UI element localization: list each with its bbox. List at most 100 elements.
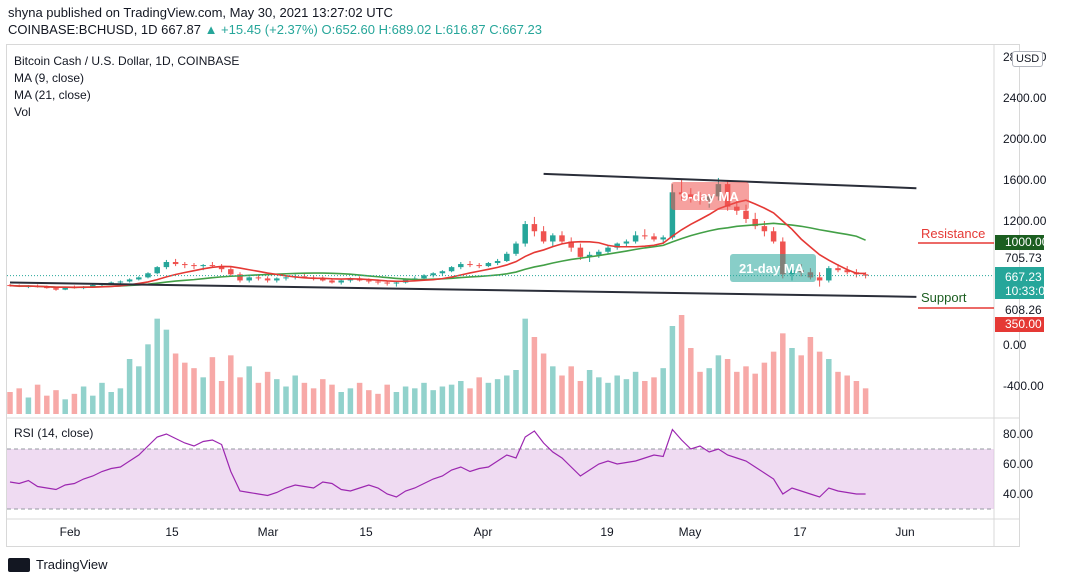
volume-bar: [347, 388, 354, 414]
volume-bar: [715, 355, 722, 414]
volume-bar: [126, 359, 133, 414]
candle-body: [586, 254, 593, 257]
volume-bar: [770, 351, 777, 414]
volume-bar: [596, 377, 602, 414]
volume-bar: [780, 333, 786, 414]
candle-body: [770, 231, 777, 242]
candle-body: [200, 265, 206, 267]
volume-bar: [688, 348, 694, 414]
legend-volume[interactable]: Vol: [14, 105, 31, 119]
candle-body: [513, 243, 519, 254]
volume-bar: [191, 368, 197, 414]
price-tick-label: -400.00: [1003, 379, 1044, 393]
support-price-tag-bg: [995, 317, 1044, 332]
candle-body: [384, 282, 390, 284]
volume-bar: [80, 386, 87, 414]
volume-bar: [531, 337, 538, 414]
volume-bar: [108, 392, 114, 414]
volume-bar: [117, 388, 124, 414]
volume-bar: [734, 371, 740, 414]
volume-bar: [53, 390, 59, 414]
volume-bar: [807, 337, 814, 414]
candle-body: [596, 251, 602, 255]
volume-bar: [568, 366, 574, 414]
candle-body: [274, 278, 280, 281]
volume-bar: [476, 377, 482, 414]
candle-body: [458, 264, 464, 268]
nine-day-label: 9-day MA: [681, 189, 739, 204]
volume-bar: [25, 397, 32, 414]
legend-title: Bitcoin Cash / U.S. Dollar, 1D, COINBASE: [14, 54, 240, 68]
time-tick-label: Mar: [258, 525, 279, 539]
volume-bar: [816, 351, 823, 414]
legend-ma21[interactable]: MA (21, close): [14, 88, 91, 102]
candle-body: [752, 218, 758, 227]
volume-bar: [200, 377, 206, 414]
legend-ma9[interactable]: MA (9, close): [14, 71, 85, 85]
volume-bar: [862, 388, 869, 414]
currency-badge[interactable]: USD: [1012, 51, 1044, 67]
time-tick-label: 19: [600, 525, 614, 539]
volume-bar: [163, 329, 170, 414]
candle-body: [540, 231, 547, 242]
chart-legend: Bitcoin Cash / U.S. Dollar, 1D, COINBASE…: [14, 53, 239, 121]
candle-body: [421, 275, 427, 279]
candle-body: [816, 277, 823, 281]
volume-bar: [550, 366, 556, 414]
volume-bar: [522, 318, 528, 414]
rsi-legend[interactable]: RSI (14, close): [14, 426, 94, 440]
volume-bar: [44, 395, 50, 414]
twentyone-day-label: 21-day MA: [739, 261, 805, 276]
candle-body: [862, 274, 869, 276]
volume-bar: [90, 395, 96, 414]
ma9-price-tag: 705.73: [1005, 251, 1042, 265]
volume-bar: [642, 381, 648, 414]
support-price-tag: 350.00: [1005, 317, 1042, 331]
rsi-tick-label: 60.00: [1003, 457, 1033, 471]
time-tick-label: May: [679, 525, 702, 539]
candle-body: [844, 270, 850, 273]
candle-body: [550, 235, 556, 242]
resistance-price-tag-bg: [995, 235, 1044, 250]
volume-bar: [16, 388, 22, 414]
candle-body: [255, 277, 262, 279]
volume-bar: [605, 382, 611, 414]
price-tick-label: 1200.00: [1003, 214, 1047, 228]
volume-bar: [697, 371, 703, 414]
candle-body: [605, 247, 611, 252]
candle-body: [246, 277, 252, 281]
volume-bar: [375, 393, 381, 414]
rsi-tick-label: 80.00: [1003, 427, 1033, 441]
volume-bar: [154, 318, 160, 414]
volume-bar: [706, 368, 712, 414]
volume-bar: [586, 370, 593, 414]
tradingview-logo[interactable]: TradingView: [8, 557, 108, 572]
candle-body: [126, 279, 133, 282]
candle-body: [264, 278, 271, 281]
volume-bar: [34, 384, 41, 414]
volume-bar: [513, 370, 519, 414]
volume-bar: [632, 371, 639, 414]
volume-bar: [430, 390, 436, 414]
volume-bar: [743, 366, 749, 414]
publish-info: shyna published on TradingView.com, May …: [8, 5, 393, 20]
volume-bar: [384, 384, 390, 414]
volume-bar: [402, 386, 409, 414]
price-tick-label: 2000.00: [1003, 132, 1047, 146]
candle-body: [476, 265, 482, 267]
support-label: Support: [921, 290, 967, 305]
candle-body: [329, 280, 335, 283]
volume-bar: [494, 379, 501, 414]
volume-bar: [329, 384, 335, 414]
volume-bar: [577, 381, 584, 414]
candle-body: [651, 236, 657, 240]
volume-bar: [255, 382, 262, 414]
candle-body: [430, 273, 436, 276]
rsi-band: [7, 449, 994, 509]
candle-body: [191, 265, 197, 267]
time-tick-label: Feb: [60, 525, 81, 539]
price-tick-label: 0.00: [1003, 338, 1027, 352]
volume-bar: [246, 366, 252, 414]
volume-bar: [136, 366, 142, 414]
